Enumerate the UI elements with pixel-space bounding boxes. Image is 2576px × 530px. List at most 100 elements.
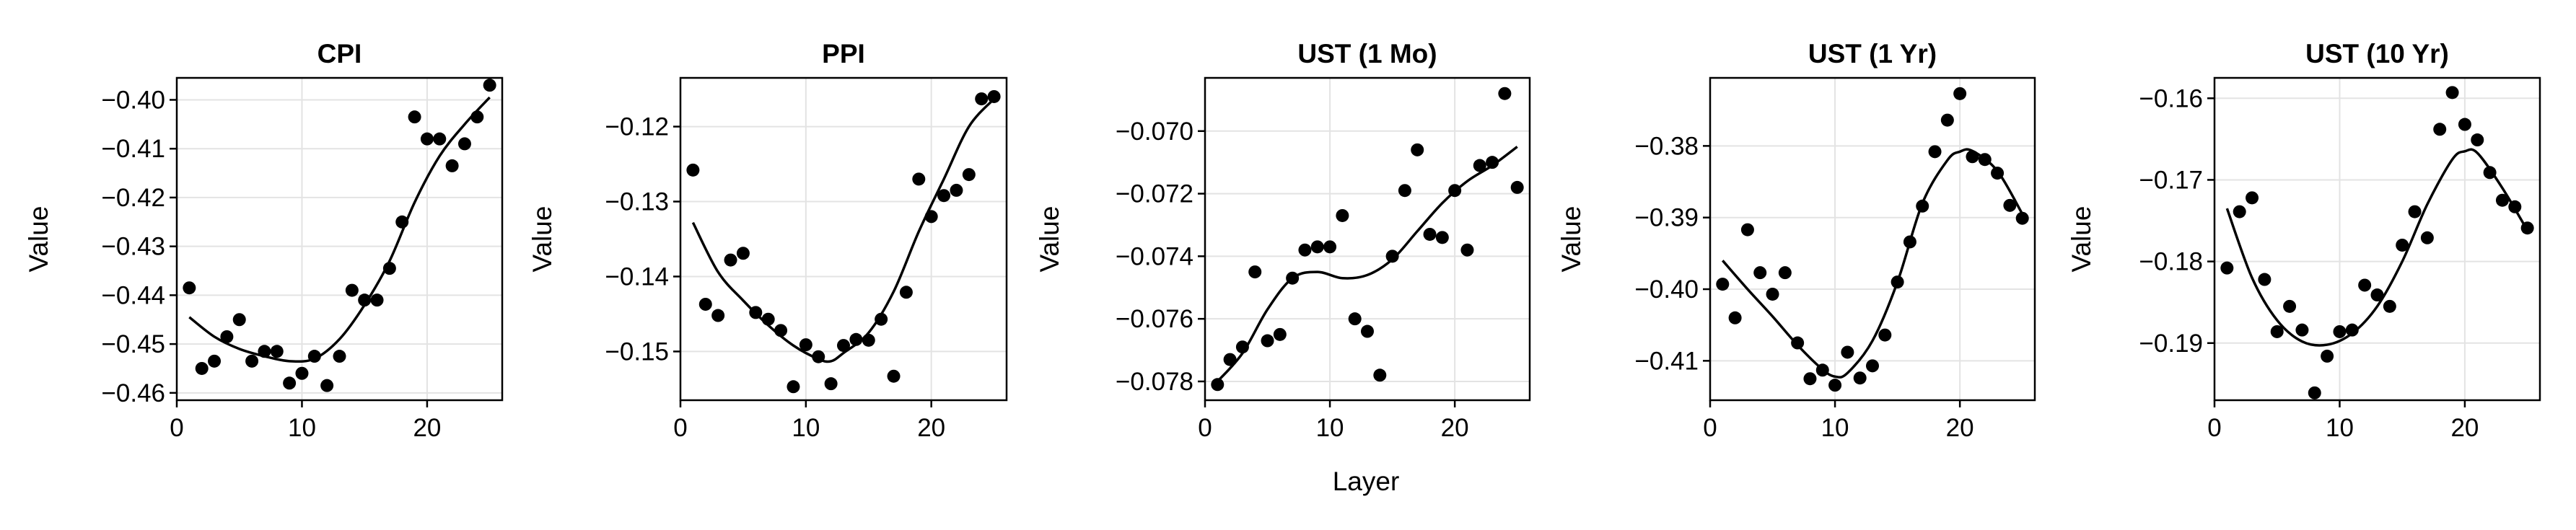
data-point <box>711 309 725 322</box>
data-point <box>724 253 737 267</box>
data-point <box>1261 334 1274 348</box>
x-tick-label: 0 <box>673 414 687 442</box>
trend-line <box>691 97 995 363</box>
data-point <box>1248 265 1262 279</box>
plot-frame <box>1204 76 1531 402</box>
chart-title: PPI <box>822 39 865 69</box>
data-point <box>2321 349 2334 363</box>
data-point <box>358 293 372 307</box>
trend-line <box>1721 148 2024 379</box>
data-point <box>1298 243 1312 257</box>
data-point <box>1510 180 1524 194</box>
data-point <box>2445 86 2459 100</box>
data-point <box>333 350 346 363</box>
data-point <box>887 369 901 383</box>
chart-title: UST (1 Yr) <box>1808 39 1937 69</box>
data-point <box>1310 240 1324 254</box>
data-point <box>837 339 850 353</box>
data-point <box>2433 123 2447 136</box>
data-point <box>1778 266 1792 280</box>
data-point <box>2383 299 2396 313</box>
data-point <box>862 333 875 347</box>
y-tick-label: −0.46 <box>101 379 165 407</box>
x-tick-label: 0 <box>1703 414 1717 442</box>
data-point <box>1841 345 1854 359</box>
y-axis-label: Value <box>1035 206 1064 273</box>
x-tick-label: 0 <box>170 414 183 442</box>
y-axis-label: Value <box>24 206 53 273</box>
data-point <box>1211 378 1225 392</box>
y-tick-label: −0.17 <box>2139 166 2203 194</box>
data-point <box>987 89 1001 103</box>
x-tick-label: 0 <box>1198 414 1212 442</box>
data-point <box>420 132 434 146</box>
chart-title: UST (10 Yr) <box>2305 39 2449 69</box>
x-tick-label: 10 <box>1821 414 1849 442</box>
data-point <box>1498 87 1512 100</box>
data-point <box>1460 243 1474 257</box>
y-tick-label: −0.38 <box>1634 132 1699 160</box>
data-point <box>875 312 888 326</box>
y-tick-label: −0.41 <box>101 135 165 163</box>
data-point <box>1803 372 1817 386</box>
data-point <box>1740 223 1754 237</box>
data-point <box>2220 261 2234 275</box>
data-point <box>2495 193 2509 207</box>
data-point <box>370 293 384 307</box>
data-point <box>824 377 838 391</box>
chart-title: CPI <box>317 39 362 69</box>
trend-line <box>188 96 491 363</box>
y-tick-label: −0.072 <box>1116 180 1193 208</box>
data-point <box>1348 312 1362 326</box>
y-axis-label: Value <box>527 206 557 273</box>
data-point <box>457 137 471 151</box>
y-tick-label: −0.40 <box>101 86 165 114</box>
data-point <box>1828 379 1842 392</box>
y-tick-label: −0.076 <box>1116 305 1193 333</box>
x-tick-label: 20 <box>1441 414 1469 442</box>
data-point <box>283 376 297 390</box>
data-point <box>686 163 700 177</box>
y-tick-label: −0.19 <box>2139 330 2203 358</box>
data-point <box>975 92 989 106</box>
plot-frame <box>1709 76 2036 402</box>
data-point <box>1940 113 1954 127</box>
plot-frame <box>679 76 1008 402</box>
data-point <box>1716 278 1730 291</box>
data-point <box>1223 353 1237 366</box>
data-point <box>1728 311 1742 324</box>
data-point <box>937 189 951 203</box>
y-tick-label: −0.13 <box>605 188 669 216</box>
data-point <box>1273 327 1287 341</box>
data-point <box>2233 205 2246 218</box>
data-point <box>2458 118 2471 131</box>
plot-frame <box>2213 76 2541 402</box>
data-point <box>1385 249 1399 263</box>
y-tick-label: −0.40 <box>1634 275 1699 304</box>
data-point <box>270 345 284 358</box>
data-point <box>433 132 447 146</box>
x-tick-label: 10 <box>288 414 316 442</box>
data-point <box>2358 278 2372 292</box>
data-point <box>2270 324 2284 338</box>
data-point <box>2246 191 2259 205</box>
data-point <box>2283 299 2297 313</box>
data-point <box>1953 87 1967 100</box>
x-tick-label: 20 <box>2450 414 2479 442</box>
chart-panel-5: 0 10 20 −0.19 −0.18 −0.17 −0.16 UST (10 Yr) Valu… <box>2067 39 2541 442</box>
data-point <box>483 79 496 92</box>
data-point <box>1398 184 1411 198</box>
data-point <box>1423 227 1437 241</box>
y-tick-label: −0.43 <box>101 233 165 261</box>
data-point <box>408 110 421 124</box>
data-point <box>1411 143 1424 156</box>
data-point <box>2408 205 2422 218</box>
data-point <box>1753 266 1767 280</box>
data-point <box>1486 156 1499 169</box>
data-point <box>899 286 913 299</box>
x-tick-label: 20 <box>1946 414 1974 442</box>
y-tick-label: −0.16 <box>2139 84 2203 112</box>
data-point <box>220 330 234 343</box>
data-point <box>950 183 963 197</box>
